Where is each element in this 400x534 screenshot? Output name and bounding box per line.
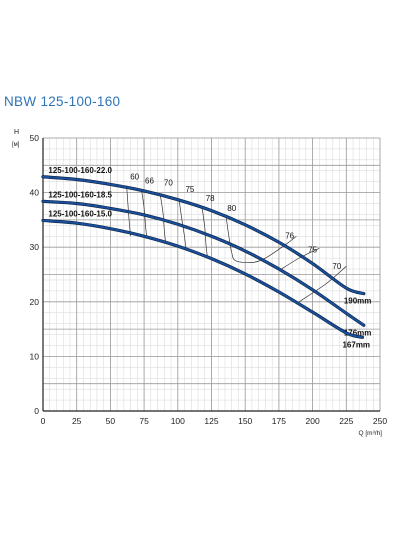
x-tick-label: 50 bbox=[106, 416, 116, 426]
x-tick-label: 25 bbox=[72, 416, 82, 426]
x-tick-label: 225 bbox=[339, 416, 353, 426]
efficiency-label: 76 bbox=[285, 231, 294, 240]
x-axis-label: Q [m³/h] bbox=[359, 430, 383, 437]
efficiency-label: 60 bbox=[130, 172, 139, 181]
efficiency-label: 70 bbox=[332, 262, 341, 271]
pump-curve bbox=[42, 200, 365, 327]
y-tick-label: 40 bbox=[30, 188, 40, 198]
y-tick-label: 30 bbox=[30, 242, 40, 252]
efficiency-curve bbox=[278, 247, 320, 271]
efficiency-label: 66 bbox=[145, 176, 154, 185]
efficiency-curve bbox=[178, 200, 187, 250]
pump-curve-outline bbox=[41, 218, 365, 339]
y-tick-label: 20 bbox=[30, 297, 40, 307]
efficiency-curve bbox=[159, 194, 167, 244]
page-title: NBW 125-100-160 bbox=[4, 94, 121, 109]
y-tick-label: 50 bbox=[30, 133, 40, 143]
impeller-diameter-label: 167mm bbox=[342, 340, 370, 349]
series-name-label: 125-100-160-15.0 bbox=[48, 209, 112, 218]
y-axis-label: H bbox=[14, 129, 19, 136]
x-tick-label: 175 bbox=[272, 416, 286, 426]
impeller-diameter-label: 190mm bbox=[344, 297, 372, 306]
efficiency-label: 80 bbox=[227, 204, 236, 213]
efficiency-curve bbox=[298, 266, 347, 303]
x-tick-label: 250 bbox=[373, 416, 387, 426]
efficiency-label: 75 bbox=[185, 185, 194, 194]
efficiency-label: 78 bbox=[206, 194, 215, 203]
y-axis-unit: [м] bbox=[12, 142, 20, 148]
y-tick-label: 10 bbox=[30, 351, 40, 361]
x-tick-label: 125 bbox=[204, 416, 218, 426]
impeller-diameter-label: 176mm bbox=[344, 328, 372, 337]
x-tick-label: 0 bbox=[41, 416, 46, 426]
series-name-label: 125-100-160-18.5 bbox=[48, 190, 112, 199]
x-tick-label: 200 bbox=[306, 416, 320, 426]
pump-curve bbox=[42, 175, 365, 295]
efficiency-curve bbox=[126, 185, 131, 237]
x-tick-label: 150 bbox=[238, 416, 252, 426]
x-tick-label: 75 bbox=[139, 416, 149, 426]
efficiency-label: 75 bbox=[308, 246, 317, 255]
x-tick-label: 100 bbox=[171, 416, 185, 426]
pump-curve bbox=[42, 219, 364, 339]
efficiency-curve bbox=[201, 207, 208, 258]
y-tick-label: 0 bbox=[34, 406, 39, 416]
efficiency-label: 70 bbox=[164, 179, 173, 188]
series-name-label: 125-100-160-22.0 bbox=[48, 166, 112, 175]
